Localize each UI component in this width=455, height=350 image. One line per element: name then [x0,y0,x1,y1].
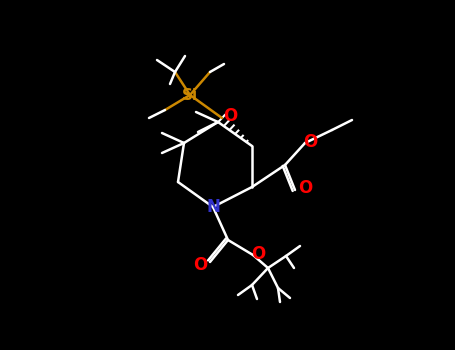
Text: O: O [298,179,312,197]
Text: O: O [303,133,317,151]
Text: Si: Si [182,88,198,103]
Text: O: O [223,107,237,125]
Text: O: O [193,256,207,274]
Text: N: N [206,198,220,216]
Text: O: O [251,245,265,263]
